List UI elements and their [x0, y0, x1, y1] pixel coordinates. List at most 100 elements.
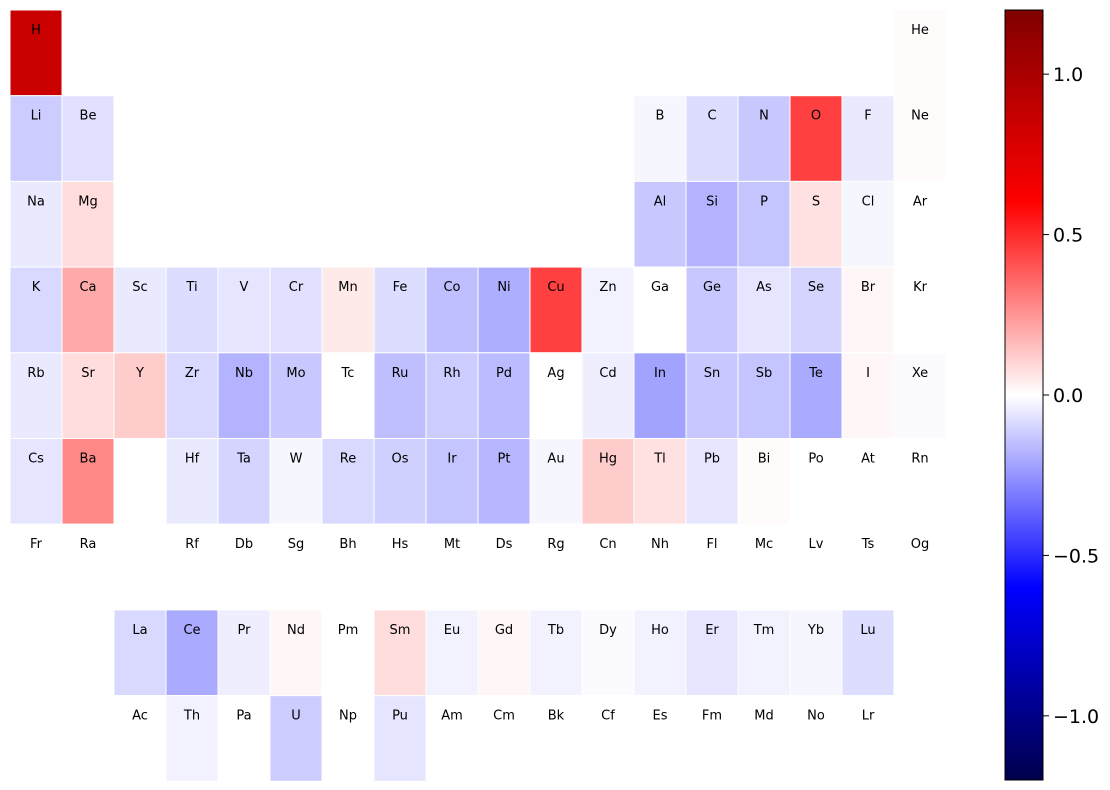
element-cell-li: Li — [9, 95, 63, 182]
element-cell-lr: Lr — [841, 695, 895, 782]
element-cell-fill — [685, 695, 739, 782]
element-symbol: Cu — [547, 280, 564, 295]
element-cell-lu: Lu — [841, 609, 895, 697]
element-cell-ag: Ag — [529, 352, 583, 439]
element-cell-fill — [737, 352, 791, 439]
element-cell-fill — [321, 352, 375, 439]
element-symbol: Ho — [651, 623, 669, 638]
element-symbol: Sc — [132, 280, 147, 295]
element-cell-la: La — [113, 609, 167, 697]
element-symbol: Pm — [338, 623, 359, 638]
colorbar-tick-label: 1.0 — [1053, 64, 1083, 86]
element-symbol: Zn — [599, 280, 616, 295]
element-symbol: Au — [547, 452, 564, 467]
element-cell-fill — [633, 180, 687, 268]
element-cell-fill — [9, 95, 63, 182]
element-symbol: Fe — [393, 280, 408, 295]
element-cell-cl: Cl — [841, 180, 895, 268]
element-cell-er: Er — [685, 609, 739, 697]
element-cell-fill — [425, 352, 479, 439]
element-cell-nd: Nd — [269, 609, 323, 697]
element-cell-fill — [841, 95, 895, 182]
element-cell-fill — [893, 9, 947, 97]
element-symbol: Cd — [599, 366, 616, 381]
element-cell-mc: Mc — [737, 523, 791, 611]
element-symbol: La — [132, 623, 147, 638]
element-symbol: Pu — [392, 709, 408, 724]
element-cell-fl: Fl — [685, 523, 739, 611]
element-symbol: F — [864, 109, 871, 124]
element-cell-fill — [893, 438, 947, 525]
element-symbol: Ni — [497, 280, 510, 295]
periodic-table-heatmap: H He Li Be B C N O F Ne Na Mg Al Si P S Cl Ar K Ca Sc Ti V Cr Mn… — [9, 9, 947, 782]
element-cell-fill — [61, 95, 115, 182]
element-cell-fill — [633, 352, 687, 439]
element-symbol: H — [31, 23, 41, 38]
element-symbol: Li — [31, 109, 42, 124]
element-cell-bi: Bi — [737, 438, 791, 525]
element-symbol: At — [861, 452, 875, 467]
element-symbol: Bk — [548, 709, 565, 724]
element-symbol: Se — [808, 280, 824, 295]
colorbar-tick-label: −0.5 — [1053, 545, 1099, 567]
element-symbol: U — [291, 709, 301, 724]
element-cell-fill — [165, 438, 219, 525]
element-symbol: Ir — [447, 452, 457, 467]
element-cell-fill — [217, 266, 271, 354]
element-cell-sm: Sm — [373, 609, 427, 697]
colorbar-ticks: −1.0 −0.5 0.0 0.5 1.0 — [1043, 64, 1099, 728]
element-symbol: Pr — [238, 623, 252, 638]
element-cell-fill — [789, 266, 843, 354]
element-cell-dy: Dy — [581, 609, 635, 697]
element-cell-fill — [841, 266, 895, 354]
element-cell-fill — [529, 695, 583, 782]
element-cell-fill — [9, 266, 63, 354]
element-symbol: Fl — [706, 537, 717, 552]
element-cell-fill — [633, 523, 687, 611]
element-symbol: Ar — [913, 194, 928, 209]
element-symbol: Cf — [601, 709, 615, 724]
element-symbol: Os — [391, 452, 408, 467]
element-cell-os: Os — [373, 438, 427, 525]
element-cell-fill — [9, 9, 63, 97]
colorbar-tick-label: 0.0 — [1053, 385, 1083, 407]
element-cell-fill — [113, 352, 167, 439]
element-cell-hf: Hf — [165, 438, 219, 525]
element-symbol: O — [811, 109, 821, 124]
element-cell-fill — [789, 352, 843, 439]
element-symbol: S — [812, 194, 820, 209]
element-cell-cf: Cf — [581, 695, 635, 782]
element-cell-fill — [529, 523, 583, 611]
element-symbol: Cn — [599, 537, 616, 552]
element-cell-ne: Ne — [893, 95, 947, 182]
element-symbol: Nd — [287, 623, 305, 638]
element-cell-cm: Cm — [477, 695, 531, 782]
element-cell-fill — [425, 695, 479, 782]
element-cell-ts: Ts — [841, 523, 895, 611]
element-symbol: Ag — [547, 366, 564, 381]
element-cell-fill — [893, 95, 947, 182]
element-cell-fill — [581, 438, 635, 525]
element-symbol: Te — [808, 366, 823, 381]
element-symbol: Ti — [185, 280, 197, 295]
element-cell-fill — [893, 180, 947, 268]
element-cell-na: Na — [9, 180, 63, 268]
element-cell-np: Np — [321, 695, 375, 782]
element-symbol: Y — [135, 366, 144, 381]
element-symbol: Cm — [493, 709, 515, 724]
element-cell-f: F — [841, 95, 895, 182]
element-symbol: Sg — [288, 537, 305, 552]
element-cell-fill — [269, 352, 323, 439]
element-cell-fill — [9, 180, 63, 268]
colorbar-gradient — [1004, 9, 1044, 781]
element-symbol: Bi — [758, 452, 771, 467]
element-symbol: C — [707, 109, 716, 124]
element-cell-rb: Rb — [9, 352, 63, 439]
element-cell-fill — [61, 352, 115, 439]
element-symbol: Am — [441, 709, 463, 724]
element-cell-fill — [581, 523, 635, 611]
element-cell-fill — [373, 695, 427, 782]
element-cell-xe: Xe — [893, 352, 947, 439]
element-cell-al: Al — [633, 180, 687, 268]
element-cell-fill — [893, 352, 947, 439]
